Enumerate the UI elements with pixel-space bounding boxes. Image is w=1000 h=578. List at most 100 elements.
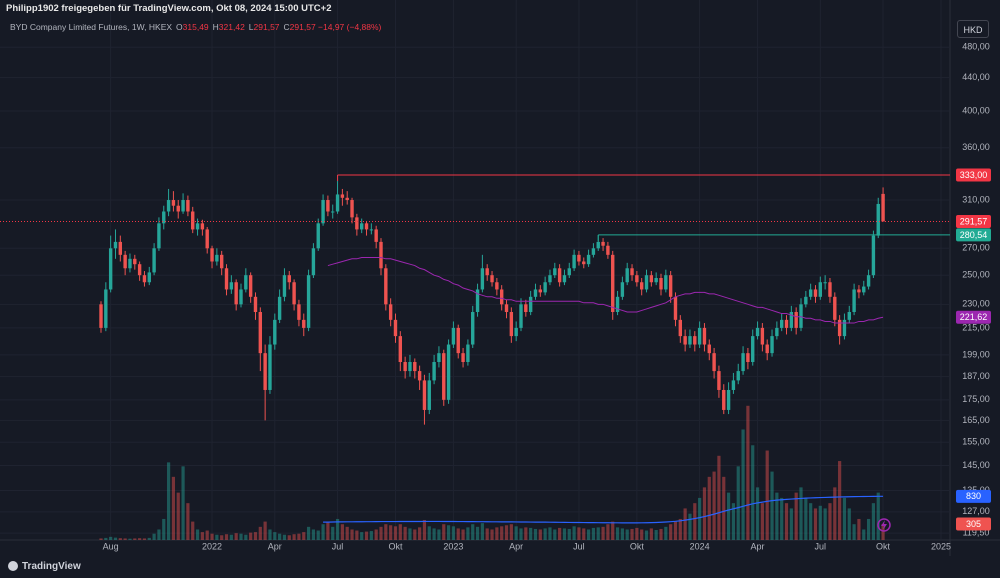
volume-bar xyxy=(659,528,663,540)
candle-body xyxy=(123,254,127,269)
candle-body xyxy=(688,336,692,345)
price-badge xyxy=(956,214,991,228)
candle-body xyxy=(162,211,166,224)
volume-bar xyxy=(316,530,320,540)
volume-bar xyxy=(813,508,818,540)
candle-body xyxy=(200,223,205,230)
volume-bar xyxy=(220,535,224,540)
volume-bar xyxy=(644,530,649,540)
volume-bar xyxy=(567,528,571,540)
volume-bar xyxy=(364,531,369,540)
volume-bar xyxy=(726,492,731,540)
candle-body xyxy=(528,296,533,313)
volume-bar xyxy=(181,466,185,540)
volume-bar xyxy=(640,529,644,540)
volume-bar xyxy=(823,508,827,540)
volume-bar xyxy=(432,528,436,540)
candle-body xyxy=(871,235,876,276)
candle-body xyxy=(639,282,644,290)
candle-body xyxy=(277,296,282,320)
candle-body xyxy=(717,371,721,390)
volume-bar xyxy=(736,466,740,540)
volume-bar xyxy=(833,487,837,540)
volume-bar xyxy=(335,518,340,540)
lightning-icon[interactable] xyxy=(877,518,891,532)
volume-bar xyxy=(533,528,538,540)
volume-bar xyxy=(572,526,576,540)
volume-bar xyxy=(244,534,248,540)
candle-body xyxy=(649,275,654,283)
volume-bar xyxy=(437,529,441,540)
candle-body xyxy=(673,296,678,320)
volume-bar xyxy=(306,526,311,540)
y-tick-label: 270,00 xyxy=(962,243,990,253)
y-tick-label: 400,00 xyxy=(962,105,990,115)
candle-body xyxy=(461,353,465,363)
volume-bar xyxy=(804,497,808,540)
candle-body xyxy=(620,282,625,297)
volume-bar xyxy=(775,492,779,540)
volume-bar xyxy=(427,526,431,540)
volume-bar xyxy=(654,530,658,540)
volume-bar xyxy=(210,533,214,540)
volume-bar xyxy=(123,538,127,540)
y-tick-label: 480,00 xyxy=(962,42,990,52)
candle-body xyxy=(273,319,277,345)
candle-body xyxy=(258,312,263,354)
footer xyxy=(0,556,1000,578)
volume-bar xyxy=(195,529,200,540)
volume-bar xyxy=(649,528,653,540)
volume-bar xyxy=(620,528,624,540)
volume-bar xyxy=(731,503,736,540)
candle-body xyxy=(104,289,108,328)
candle-body xyxy=(287,275,291,283)
candle-body xyxy=(562,275,567,283)
volume-bar xyxy=(857,518,861,540)
volume-bar xyxy=(809,503,813,540)
volume-bar xyxy=(268,529,272,540)
candle-body xyxy=(557,268,562,283)
candle-body xyxy=(316,223,320,249)
candle-body xyxy=(171,200,176,206)
volume-ma-badge xyxy=(956,489,991,503)
candle-body xyxy=(442,353,446,400)
candle-body xyxy=(147,272,151,283)
volume-bar xyxy=(456,528,460,540)
candle-body xyxy=(234,282,238,305)
volume-bar xyxy=(717,455,721,540)
candle-body xyxy=(659,278,663,290)
volume-badge-label: 305 xyxy=(966,519,981,529)
volume-bar xyxy=(133,538,137,540)
volume-bar xyxy=(403,526,407,540)
candle-body xyxy=(248,275,253,297)
x-tick-label: Okt xyxy=(876,541,891,551)
candle-body xyxy=(784,319,789,328)
candle-body xyxy=(340,194,345,198)
volume-bar xyxy=(862,529,866,540)
volume-bar xyxy=(562,528,567,540)
candle-body xyxy=(664,275,668,290)
volume-bar xyxy=(350,529,354,540)
volume-bar xyxy=(171,476,176,540)
candle-body xyxy=(321,200,325,224)
volume-bar xyxy=(683,508,687,540)
volume-bar xyxy=(698,497,702,540)
candle-body xyxy=(480,268,485,290)
legend-key: L xyxy=(248,22,254,32)
x-tick-label: Jul xyxy=(573,541,585,551)
currency-button[interactable]: HKD xyxy=(957,20,989,38)
candle-body xyxy=(808,289,813,297)
y-tick-label: 230,00 xyxy=(962,299,990,309)
volume-bar xyxy=(746,405,750,540)
volume-bar xyxy=(722,476,726,540)
candle-body xyxy=(504,304,509,313)
volume-bar xyxy=(582,528,586,540)
volume-bar xyxy=(538,529,542,540)
x-tick-label: Okt xyxy=(630,541,645,551)
volume-bar xyxy=(292,534,296,540)
candle-body xyxy=(828,282,832,297)
volume-bar xyxy=(611,521,615,540)
volume-bar xyxy=(504,525,509,540)
candle-body xyxy=(422,380,427,410)
